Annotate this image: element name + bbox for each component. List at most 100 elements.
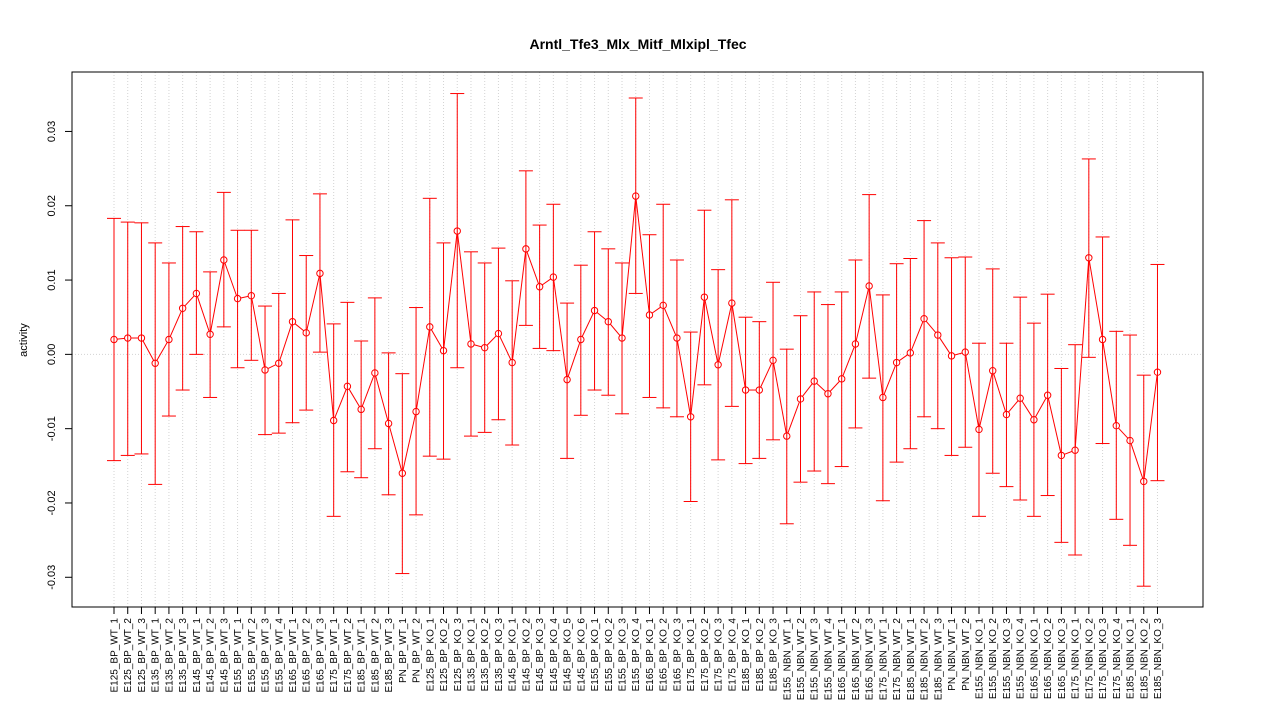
x-tick-label: E155_BP_WT_4 (274, 618, 285, 693)
x-tick-label: E125_BP_WT_3 (137, 618, 148, 693)
data-point (508, 358, 516, 367)
series-line-segment (334, 389, 347, 418)
data-point (975, 425, 983, 434)
chart-title: Arntl_Tfe3_Mlx_Mitf_Mlxipl_Tfec (529, 36, 746, 52)
x-tick-label: E155_BP_KO_3 (618, 618, 629, 692)
series-line-segment (609, 323, 621, 336)
series-line-segment (925, 320, 937, 333)
series-line-segment (651, 306, 661, 314)
data-point (728, 299, 736, 307)
data-point (645, 311, 654, 319)
x-tick-label: E145_BP_KO_5 (563, 618, 574, 692)
x-tick-label: E155_NBN_WT_3 (810, 618, 821, 701)
x-tick-label: E155_NBN_WT_1 (782, 618, 793, 701)
y-axis-label: activity (18, 323, 30, 357)
series-line (117, 199, 1158, 479)
x-tick-label: E145_BP_KO_1 (508, 618, 519, 692)
x-tick-label: E185_NBN_WT_3 (933, 618, 944, 701)
data-point (192, 289, 201, 298)
data-point (632, 192, 640, 200)
data-point (220, 256, 228, 264)
y-tick-label: -0.03 (46, 565, 58, 590)
y-tick-label: -0.02 (46, 490, 58, 515)
series-line-segment (486, 335, 497, 346)
series-line-segment (1074, 260, 1090, 448)
x-tick-label: PN_NBN_WT_2 (961, 618, 972, 691)
data-point (947, 352, 956, 360)
x-tick-label: E185_BP_KO_2 (755, 618, 766, 692)
x-tick-label: E155_BP_KO_4 (631, 618, 642, 692)
x-axis: E125_BP_WT_1 E125_BP_WT_2 E125_BP_WT_3 E135… (110, 606, 1164, 701)
series-line-segment (954, 352, 963, 356)
data-point (206, 330, 214, 338)
x-tick-label: E155_NBN_WT_2 (796, 618, 807, 701)
x-tick-label: E145_BP_WT_3 (219, 618, 230, 693)
data-point (1016, 394, 1024, 402)
data-point (824, 390, 832, 398)
data-point (178, 304, 187, 312)
series-line-segment (1047, 398, 1062, 453)
series-line-segment (553, 280, 568, 377)
series-line-segment (142, 340, 155, 361)
x-tick-label: E175_NBN_KO_3 (1098, 618, 1109, 700)
data-point (384, 419, 393, 428)
data-point (110, 335, 118, 344)
series-line-segment (621, 199, 636, 335)
data-point (1071, 446, 1079, 454)
series-line-segment (210, 263, 224, 332)
series-line-segment (294, 323, 305, 332)
data-point (892, 358, 901, 367)
data-point (439, 346, 448, 355)
series-line-segment (731, 306, 746, 387)
data-point (494, 329, 503, 338)
x-tick-label: E145_BP_KO_6 (576, 618, 587, 692)
series-line-segment (1088, 260, 1103, 337)
series-line-segment (979, 373, 993, 427)
series-line-segment (760, 363, 773, 388)
data-point (879, 393, 887, 402)
x-tick-label: E145_BP_KO_4 (549, 618, 560, 692)
series-line-segment (457, 234, 472, 341)
y-tick-label: -0.01 (46, 416, 58, 441)
x-tick-label: E185_NBN_KO_2 (1139, 618, 1150, 700)
x-tick-label: E165_BP_KO_1 (645, 618, 656, 692)
x-tick-label: E135_BP_WT_2 (164, 618, 175, 693)
data-point (934, 331, 942, 339)
x-tick-label: E125_BP_WT_1 (110, 618, 121, 693)
series-line-segment (704, 300, 718, 362)
data-point (1140, 477, 1148, 486)
x-tick-label: E175_NBN_WT_1 (878, 618, 889, 701)
data-point (796, 395, 805, 403)
x-tick-label: E175_BP_WT_2 (343, 618, 354, 693)
series-line-segment (306, 276, 320, 330)
data-point (371, 369, 379, 377)
x-tick-label: E175_BP_KO_1 (686, 618, 697, 692)
data-point (1057, 451, 1066, 460)
series-line-segment (240, 295, 249, 299)
x-tick-label: E175_NBN_WT_2 (892, 618, 903, 701)
y-tick-label: 0.02 (46, 195, 58, 216)
x-tick-label: E175_BP_KO_4 (727, 618, 738, 692)
series-line-segment (676, 341, 691, 414)
x-tick-label: E165_NBN_WT_3 (865, 618, 876, 701)
x-tick-label: E155_BP_WT_1 (233, 618, 244, 693)
x-tick-label: E185_BP_WT_2 (370, 618, 381, 693)
x-tick-label: E185_BP_WT_1 (357, 618, 368, 693)
data-point (316, 269, 324, 278)
data-point (673, 334, 681, 342)
error-bars (107, 93, 1165, 587)
series-line-segment (224, 262, 237, 296)
data-point (481, 343, 489, 352)
data-point (302, 329, 310, 337)
x-tick-label: E165_BP_WT_1 (288, 618, 299, 693)
data-point (535, 283, 544, 291)
data-point (618, 334, 626, 342)
data-point (906, 349, 915, 357)
series-line-segment (635, 199, 650, 312)
x-tick-label: E135_BP_KO_3 (494, 618, 505, 692)
series-line-segment (1064, 450, 1073, 455)
x-tick-label: E135_BP_KO_1 (466, 618, 477, 692)
data-point (659, 301, 667, 310)
series-line-segment (184, 295, 195, 307)
